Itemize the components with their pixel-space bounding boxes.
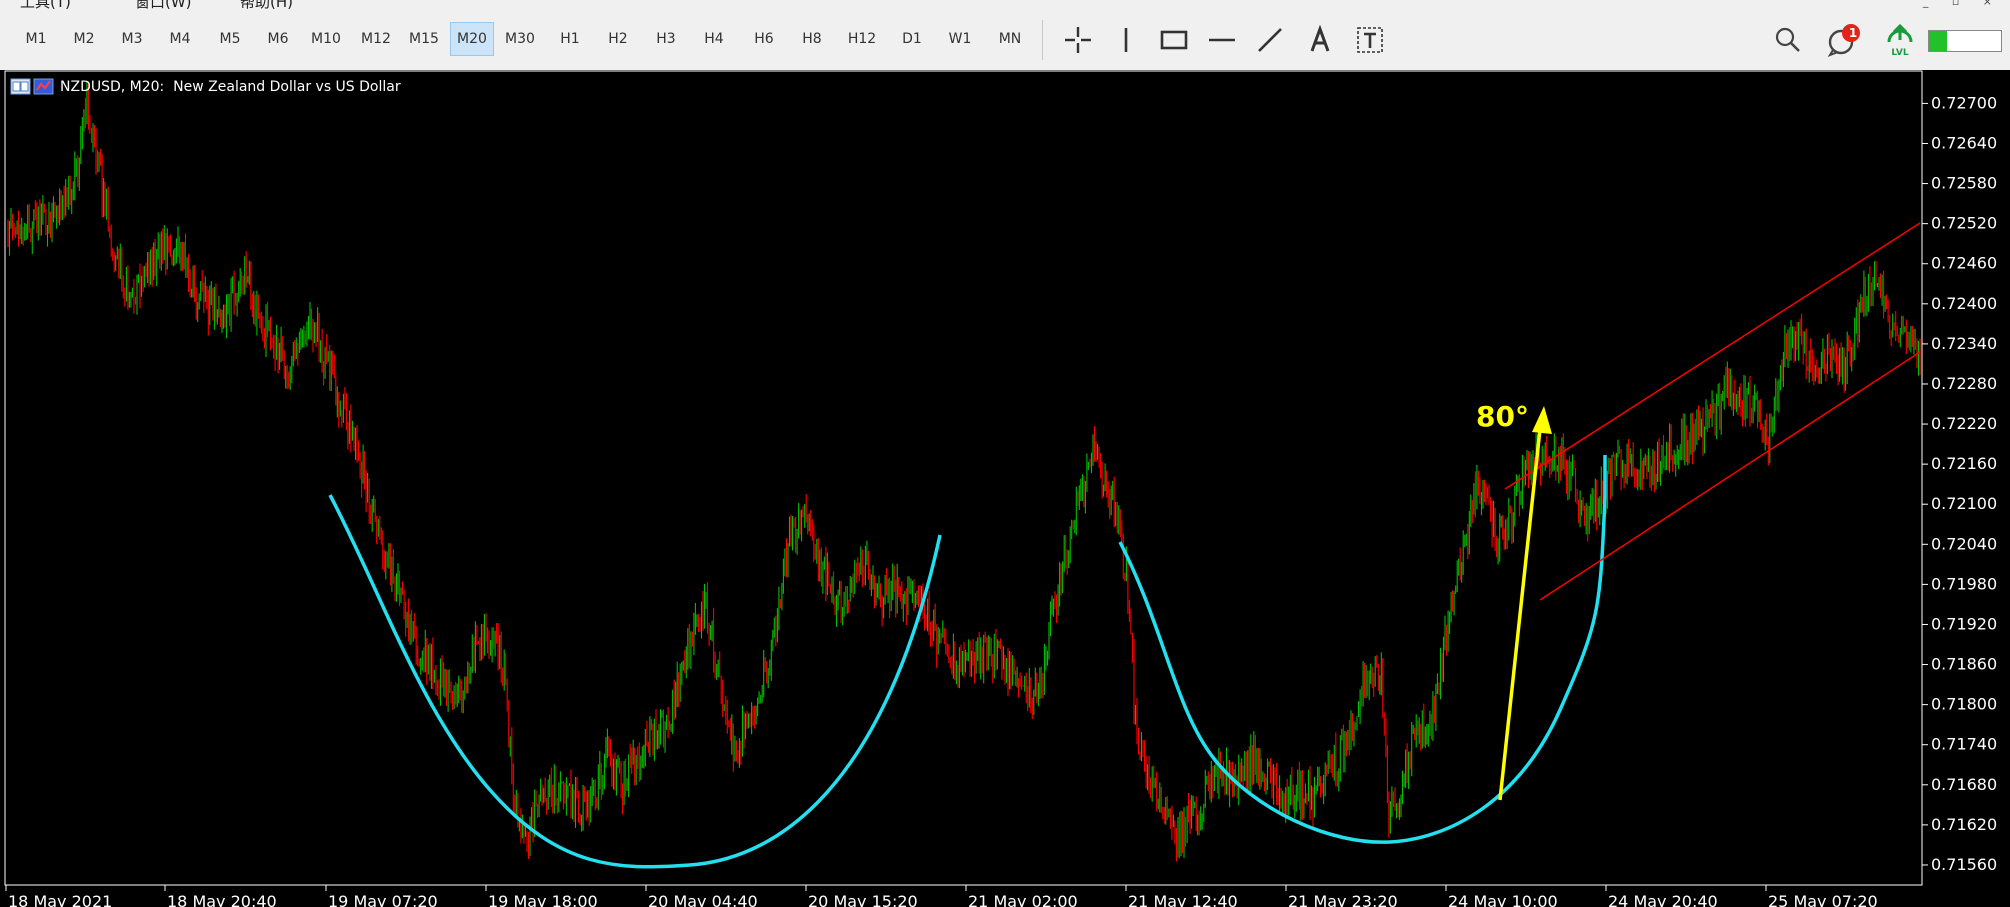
timeframe-h4[interactable]: H4 [704, 31, 724, 47]
x-tick-label: 20 May 04:40 [648, 892, 758, 907]
x-tick-label: 19 May 07:20 [328, 892, 438, 907]
timeframe-h6[interactable]: H6 [754, 31, 774, 47]
x-tick-label: 21 May 23:20 [1288, 892, 1398, 907]
candles [7, 81, 1921, 862]
y-tick-label: 0.72040 [1931, 534, 1997, 553]
menu-tools[interactable]: 工具(T) [20, 0, 71, 10]
x-tick-label: 18 May 2021 [8, 892, 112, 907]
search-icon[interactable] [1768, 20, 1808, 60]
text-label-icon[interactable] [1350, 20, 1390, 60]
toolbar: M1 M2 M3 M4 M5 M6 M10 M12 M15 M20 M30 H1 H2 H3 H4 H6 H8 H… [0, 10, 2010, 71]
y-tick-label: 0.72460 [1931, 254, 1997, 273]
x-tick-label: 21 May 12:40 [1128, 892, 1238, 907]
timeframe-h12[interactable]: H12 [847, 31, 877, 47]
x-tick-label: 25 May 07:20 [1768, 892, 1878, 907]
y-tick-label: 0.72160 [1931, 454, 1997, 473]
y-tick-label: 0.71680 [1931, 775, 1997, 794]
y-tick-label: 0.71560 [1931, 855, 1997, 874]
channel-lower-line [1539, 351, 1921, 601]
x-tick-label: 24 May 10:00 [1448, 892, 1558, 907]
chart-window-icon [10, 78, 54, 95]
price-chart[interactable]: 0.72700 0.72640 0.72580 0.72520 0.72460 0.724… [0, 70, 2010, 907]
timeframe-m3[interactable]: M3 [121, 31, 143, 47]
timeframe-m6[interactable]: M6 [267, 31, 289, 47]
y-tick-label: 0.71800 [1931, 695, 1997, 714]
timeframe-m5[interactable]: M5 [219, 31, 241, 47]
x-tick-label: 19 May 18:00 [488, 892, 598, 907]
chart-window[interactable]: 0.72700 0.72640 0.72580 0.72520 0.72460 0.724… [0, 70, 2010, 907]
y-tick-label: 0.72580 [1931, 174, 1997, 193]
battery-fill [1929, 31, 1947, 51]
timeframe-w1[interactable]: W1 [948, 31, 972, 47]
x-tick-label: 18 May 20:40 [167, 892, 277, 907]
y-tick-label: 0.72220 [1931, 414, 1997, 433]
text-icon[interactable] [1300, 20, 1340, 60]
lvl-button[interactable]: LVL [1880, 20, 1920, 60]
chart-background [0, 70, 2010, 907]
y-tick-label: 0.72100 [1931, 494, 1997, 513]
y-tick-label: 0.72520 [1931, 214, 1997, 233]
notification-badge: 1 [1848, 26, 1858, 40]
notifications-button[interactable]: 1 [1824, 20, 1864, 60]
window-controls[interactable]: _ ▫ × [1922, 0, 2002, 8]
cup-curve-2 [1118, 455, 1607, 844]
timeframe-m15[interactable]: M15 [409, 31, 439, 47]
x-tick-label: 20 May 15:20 [808, 892, 918, 907]
rectangle-icon[interactable] [1154, 20, 1194, 60]
y-tick-label: 0.72280 [1931, 374, 1997, 393]
chart-border [4, 70, 1923, 886]
menu-window[interactable]: 窗口(W) [135, 0, 192, 10]
trendline-icon[interactable] [1250, 20, 1290, 60]
menu-help[interactable]: 帮助(H) [240, 0, 293, 10]
angle-label: 80° [1476, 400, 1529, 433]
toolbar-separator [1042, 20, 1043, 60]
battery-indicator [1928, 30, 2002, 52]
y-tick-label: 0.71860 [1931, 655, 1997, 674]
chart-title: NZDUSD, M20: New Zealand Dollar vs US Do… [60, 79, 401, 95]
timeframe-h3[interactable]: H3 [656, 31, 676, 47]
timeframe-mn[interactable]: MN [998, 31, 1022, 47]
timeframe-h1[interactable]: H1 [560, 31, 580, 47]
chat-bubble-icon [1827, 24, 1860, 57]
timeframe-d1[interactable]: D1 [902, 31, 922, 47]
y-tick-label: 0.72340 [1931, 334, 1997, 353]
timeframe-m20[interactable]: M20 [450, 22, 494, 56]
y-tick-label: 0.71740 [1931, 735, 1997, 754]
channel-upper-line [1504, 222, 1921, 490]
timeframe-m10[interactable]: M10 [311, 31, 341, 47]
lvl-label: LVL [1891, 48, 1909, 58]
chart-header: NZDUSD, M20: New Zealand Dollar vs US Do… [10, 78, 401, 96]
timeframe-h2[interactable]: H2 [608, 31, 628, 47]
horizontal-line-icon[interactable] [1202, 20, 1242, 60]
y-tick-label: 0.72400 [1931, 294, 1997, 313]
timeframe-m4[interactable]: M4 [169, 31, 191, 47]
cup-curve-1 [328, 494, 942, 869]
crosshair-icon[interactable] [1058, 20, 1098, 60]
timeframe-m2[interactable]: M2 [73, 31, 95, 47]
annotations: 80° [328, 222, 1921, 869]
timeframe-m1[interactable]: M1 [25, 31, 47, 47]
x-tick-label: 21 May 02:00 [968, 892, 1078, 907]
menu-bar: 工具(T) 窗口(W) 帮助(H) _ ▫ × [0, 0, 2010, 10]
y-tick-label: 0.72640 [1931, 133, 1997, 152]
upload-arrow-icon [1887, 23, 1913, 43]
y-tick-label: 0.72700 [1931, 93, 1997, 112]
vertical-line-icon[interactable] [1106, 20, 1146, 60]
timeframe-h8[interactable]: H8 [802, 31, 822, 47]
y-tick-label: 0.71620 [1931, 815, 1997, 834]
y-tick-label: 0.71920 [1931, 614, 1997, 633]
trend-arrow-line [1498, 419, 1543, 801]
y-tick-label: 0.71980 [1931, 574, 1997, 593]
timeframe-m12[interactable]: M12 [361, 31, 391, 47]
trend-arrow-head [1532, 406, 1552, 434]
timeframe-m30[interactable]: M30 [505, 31, 535, 47]
x-tick-label: 24 May 20:40 [1608, 892, 1718, 907]
